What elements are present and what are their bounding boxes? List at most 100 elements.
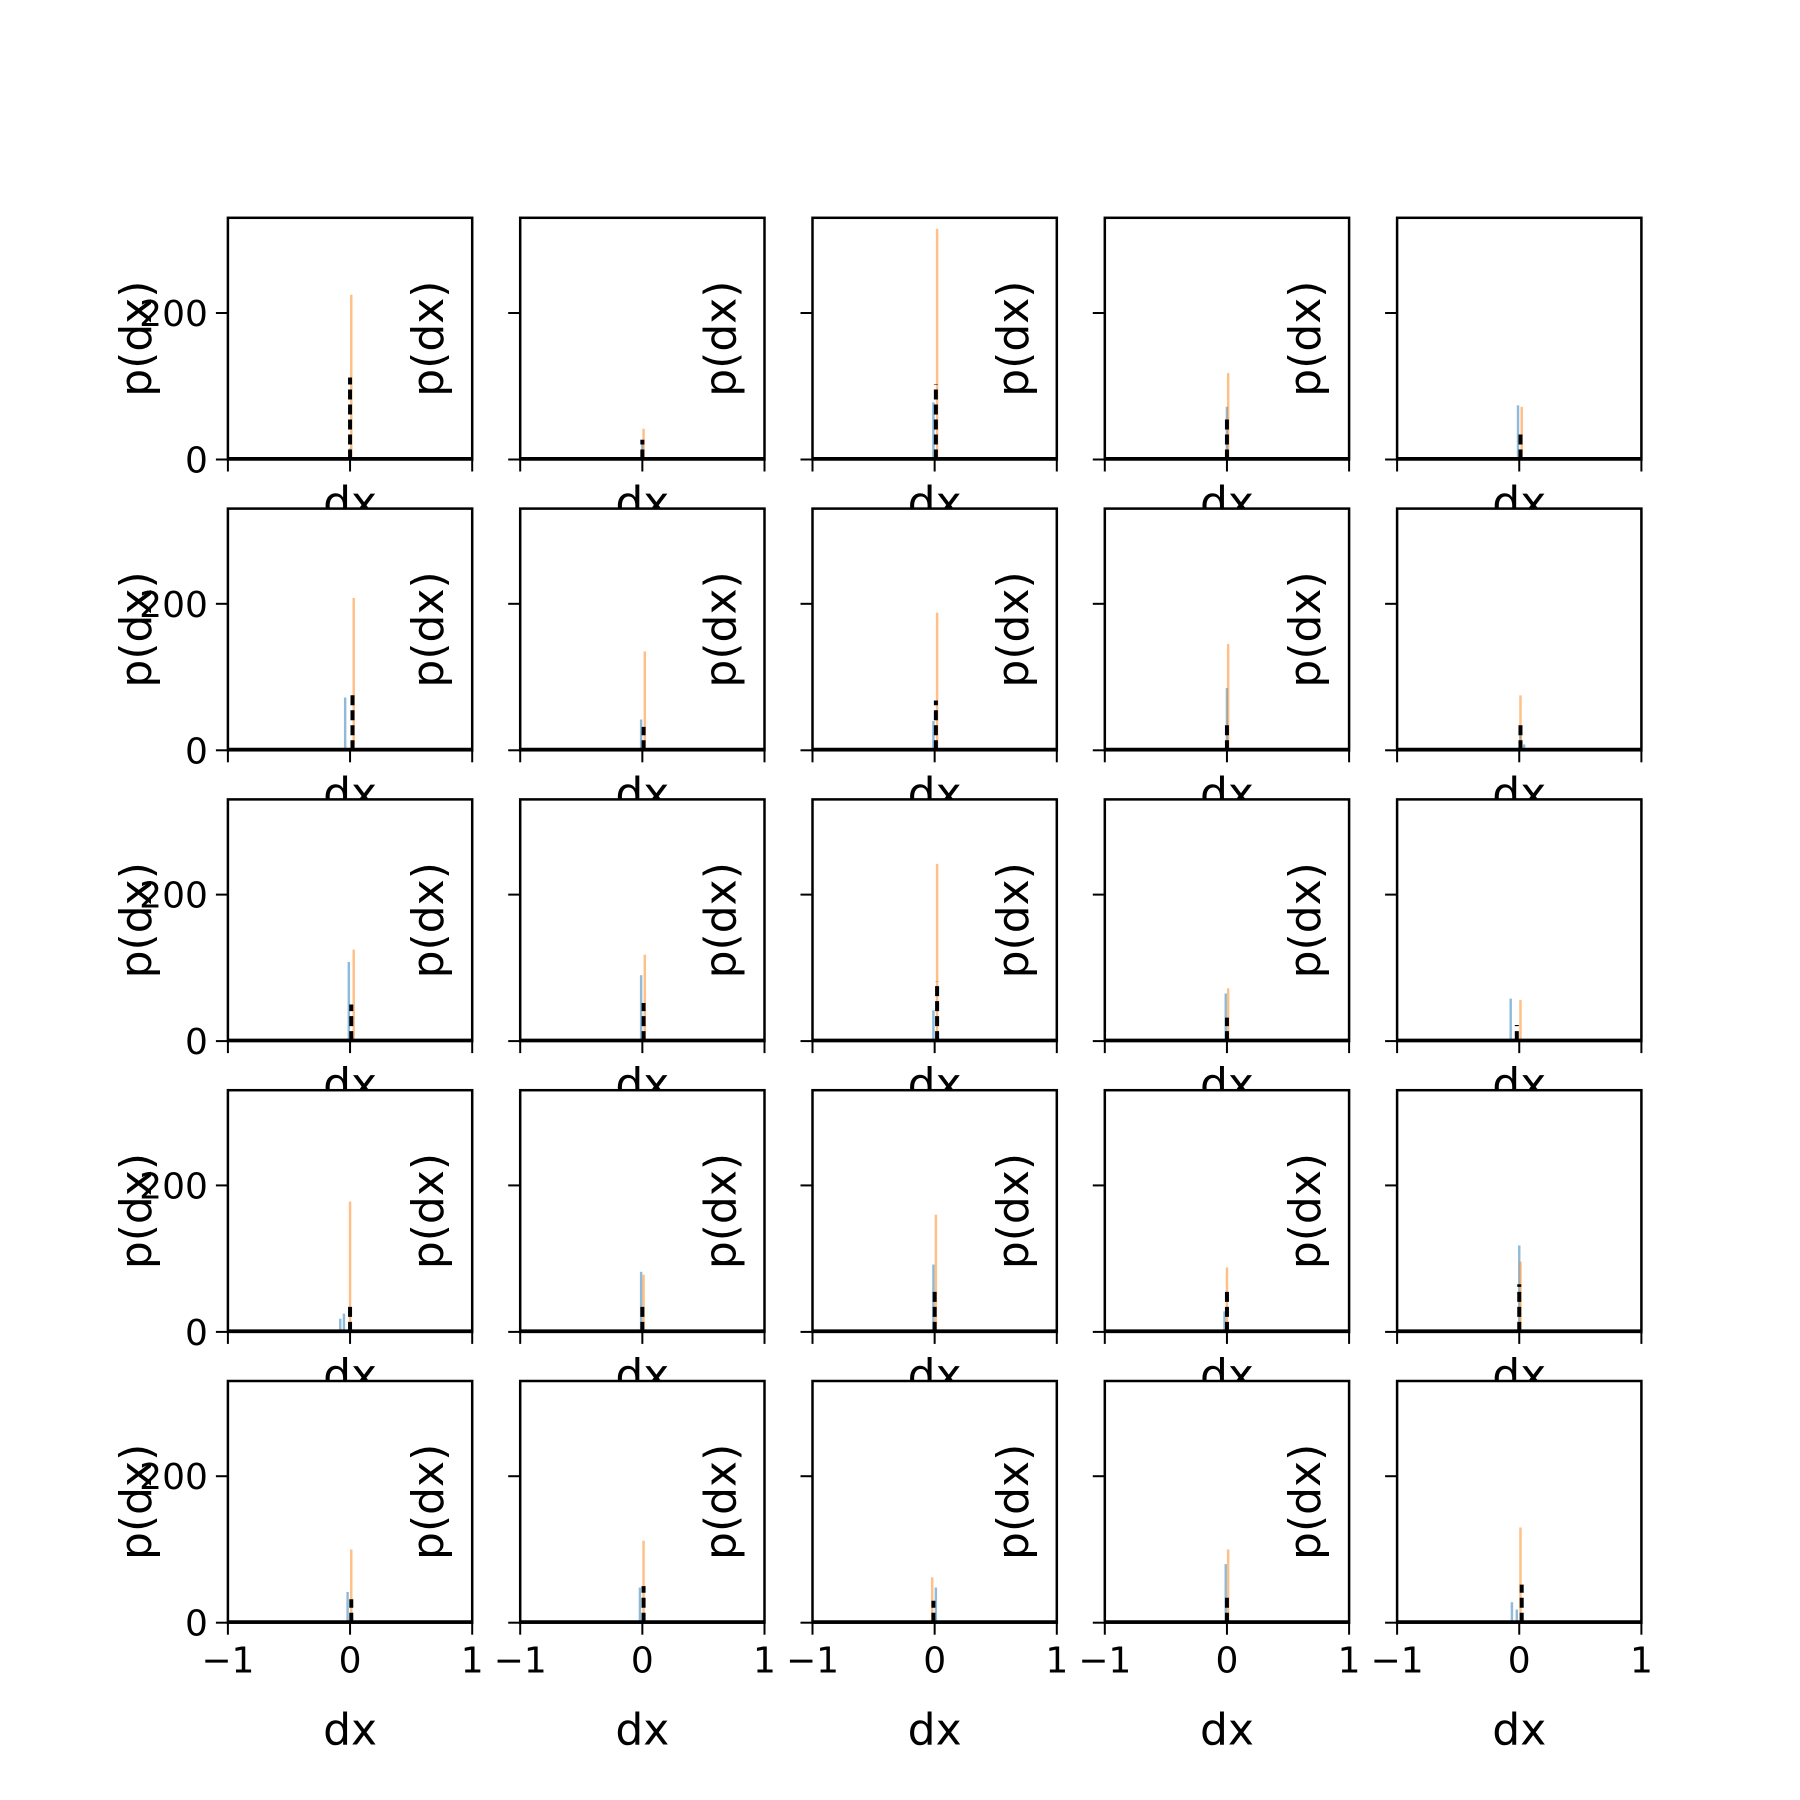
orange-bar <box>1226 644 1230 751</box>
orange-bar <box>935 228 939 460</box>
blue-bar <box>347 961 351 1042</box>
x-tick-label: 1 <box>461 1641 484 1682</box>
subplot-r1-c2: p(dx)dx <box>696 507 1059 819</box>
orange-bar <box>1519 695 1522 751</box>
x-tick-label: −1 <box>201 1641 254 1682</box>
x-tick-label: 1 <box>1338 1641 1361 1682</box>
axes-frame <box>226 1088 474 1334</box>
subplot-r3-c3: p(dx)dx <box>988 1088 1351 1401</box>
blue-bar <box>638 1587 642 1623</box>
x-axis-label: dx <box>1200 1705 1254 1756</box>
y-axis-label: p(dx) <box>988 1444 1039 1560</box>
blue-bar <box>932 721 935 751</box>
y-axis-label: p(dx) <box>988 571 1039 687</box>
subplot-r4-c1: −1 0 1 p(dx) dx <box>403 1379 776 1756</box>
x-tick-label: −1 <box>1371 1641 1424 1682</box>
blue-bar <box>934 1587 938 1623</box>
x-tick-label: −1 <box>494 1641 547 1682</box>
y-axis-label: p(dx) <box>1280 1153 1331 1269</box>
blue-bar <box>1223 1311 1226 1332</box>
y-axis-label: p(dx) <box>111 281 162 397</box>
subplot-r0-c2: p(dx)dx <box>696 216 1059 529</box>
subplot-r4-c3: −1 0 1 p(dx) dx <box>988 1379 1361 1756</box>
y-axis-label: p(dx) <box>403 1444 454 1560</box>
axes-background <box>812 1381 1057 1623</box>
axes-frame <box>1395 1088 1643 1334</box>
y-axis-label: p(dx) <box>111 1444 162 1560</box>
y-axis-label: p(dx) <box>403 1153 454 1269</box>
blue-bar <box>1224 993 1227 1042</box>
orange-bar <box>935 863 939 1042</box>
blue-bar <box>346 1591 349 1623</box>
x-axis-label: dx <box>908 1705 962 1756</box>
y-axis-label: p(dx) <box>696 1444 747 1560</box>
orange-bar <box>643 651 647 751</box>
x-tick-label: 0 <box>1215 1641 1238 1682</box>
y-axis-label: p(dx) <box>696 281 747 397</box>
y-axis-label: p(dx) <box>696 862 747 978</box>
blue-bar <box>639 1271 643 1332</box>
x-tick-label: 1 <box>753 1641 776 1682</box>
y-tick-label: 0 <box>185 731 208 772</box>
x-tick-label: −1 <box>786 1641 839 1682</box>
blue-bar <box>1509 998 1512 1042</box>
orange-bar <box>352 597 355 751</box>
y-axis-label: p(dx) <box>1280 862 1331 978</box>
y-tick-label: 0 <box>185 441 208 482</box>
y-tick-label: 200 <box>139 585 208 626</box>
orange-bar <box>642 1540 645 1623</box>
y-axis-label: p(dx) <box>1280 281 1331 397</box>
blue-bar <box>343 697 347 751</box>
y-axis-label: p(dx) <box>111 862 162 978</box>
axes-background <box>812 217 1057 460</box>
orange-bar <box>1226 1549 1230 1623</box>
orange-bar <box>1519 1527 1522 1623</box>
y-tick-label: 0 <box>185 1313 208 1354</box>
blue-bar <box>932 402 935 460</box>
y-axis-label: p(dx) <box>1280 1444 1331 1560</box>
subplot-r1-c3: p(dx)dx <box>988 507 1351 819</box>
blue-bar <box>639 975 643 1042</box>
x-axis-label: dx <box>615 1705 669 1756</box>
x-tick-label: 0 <box>1508 1641 1531 1682</box>
orange-bar <box>348 1201 352 1332</box>
orange-bar <box>350 294 353 460</box>
subplot-r2-c3: p(dx)dx <box>988 798 1351 1110</box>
orange-bar <box>1226 988 1230 1042</box>
subplot-r3-c1: p(dx)dx <box>403 1088 766 1401</box>
axes-frame <box>1103 1088 1351 1334</box>
orange-bar <box>935 612 939 751</box>
x-tick-label: 0 <box>923 1641 946 1682</box>
y-axis-label: p(dx) <box>988 281 1039 397</box>
axes-background <box>520 508 765 751</box>
orange-bar <box>350 1549 353 1623</box>
blue-bar <box>639 719 643 751</box>
subplot-r4-c2: −1 0 1 p(dx) dx <box>696 1379 1068 1756</box>
subplot-r1-c4: p(dx)dx <box>1280 507 1643 819</box>
x-tick-label: 0 <box>339 1641 362 1682</box>
y-axis-label: p(dx) <box>403 571 454 687</box>
orange-bar <box>1519 1000 1522 1042</box>
y-axis-label: p(dx) <box>403 862 454 978</box>
subplot-r2-c2: p(dx)dx <box>696 798 1059 1110</box>
blue-bar <box>1522 744 1526 751</box>
subplot-r3-c4: p(dx)dx <box>1280 1088 1643 1401</box>
x-tick-label: 1 <box>1630 1641 1653 1682</box>
x-tick-label: 1 <box>1045 1641 1068 1682</box>
y-axis-label: p(dx) <box>111 571 162 687</box>
y-axis-label: p(dx) <box>988 1153 1039 1269</box>
subplot-r2-c4: p(dx)dx <box>1280 798 1643 1110</box>
y-tick-label: 200 <box>139 294 208 335</box>
orange-bar <box>643 954 647 1042</box>
orange-bar <box>1226 373 1230 460</box>
axes-background <box>227 508 473 751</box>
axes-background <box>520 217 765 460</box>
y-tick-label: 200 <box>139 1166 208 1207</box>
y-tick-label: 0 <box>185 1604 208 1645</box>
axes-frame <box>811 1088 1059 1334</box>
